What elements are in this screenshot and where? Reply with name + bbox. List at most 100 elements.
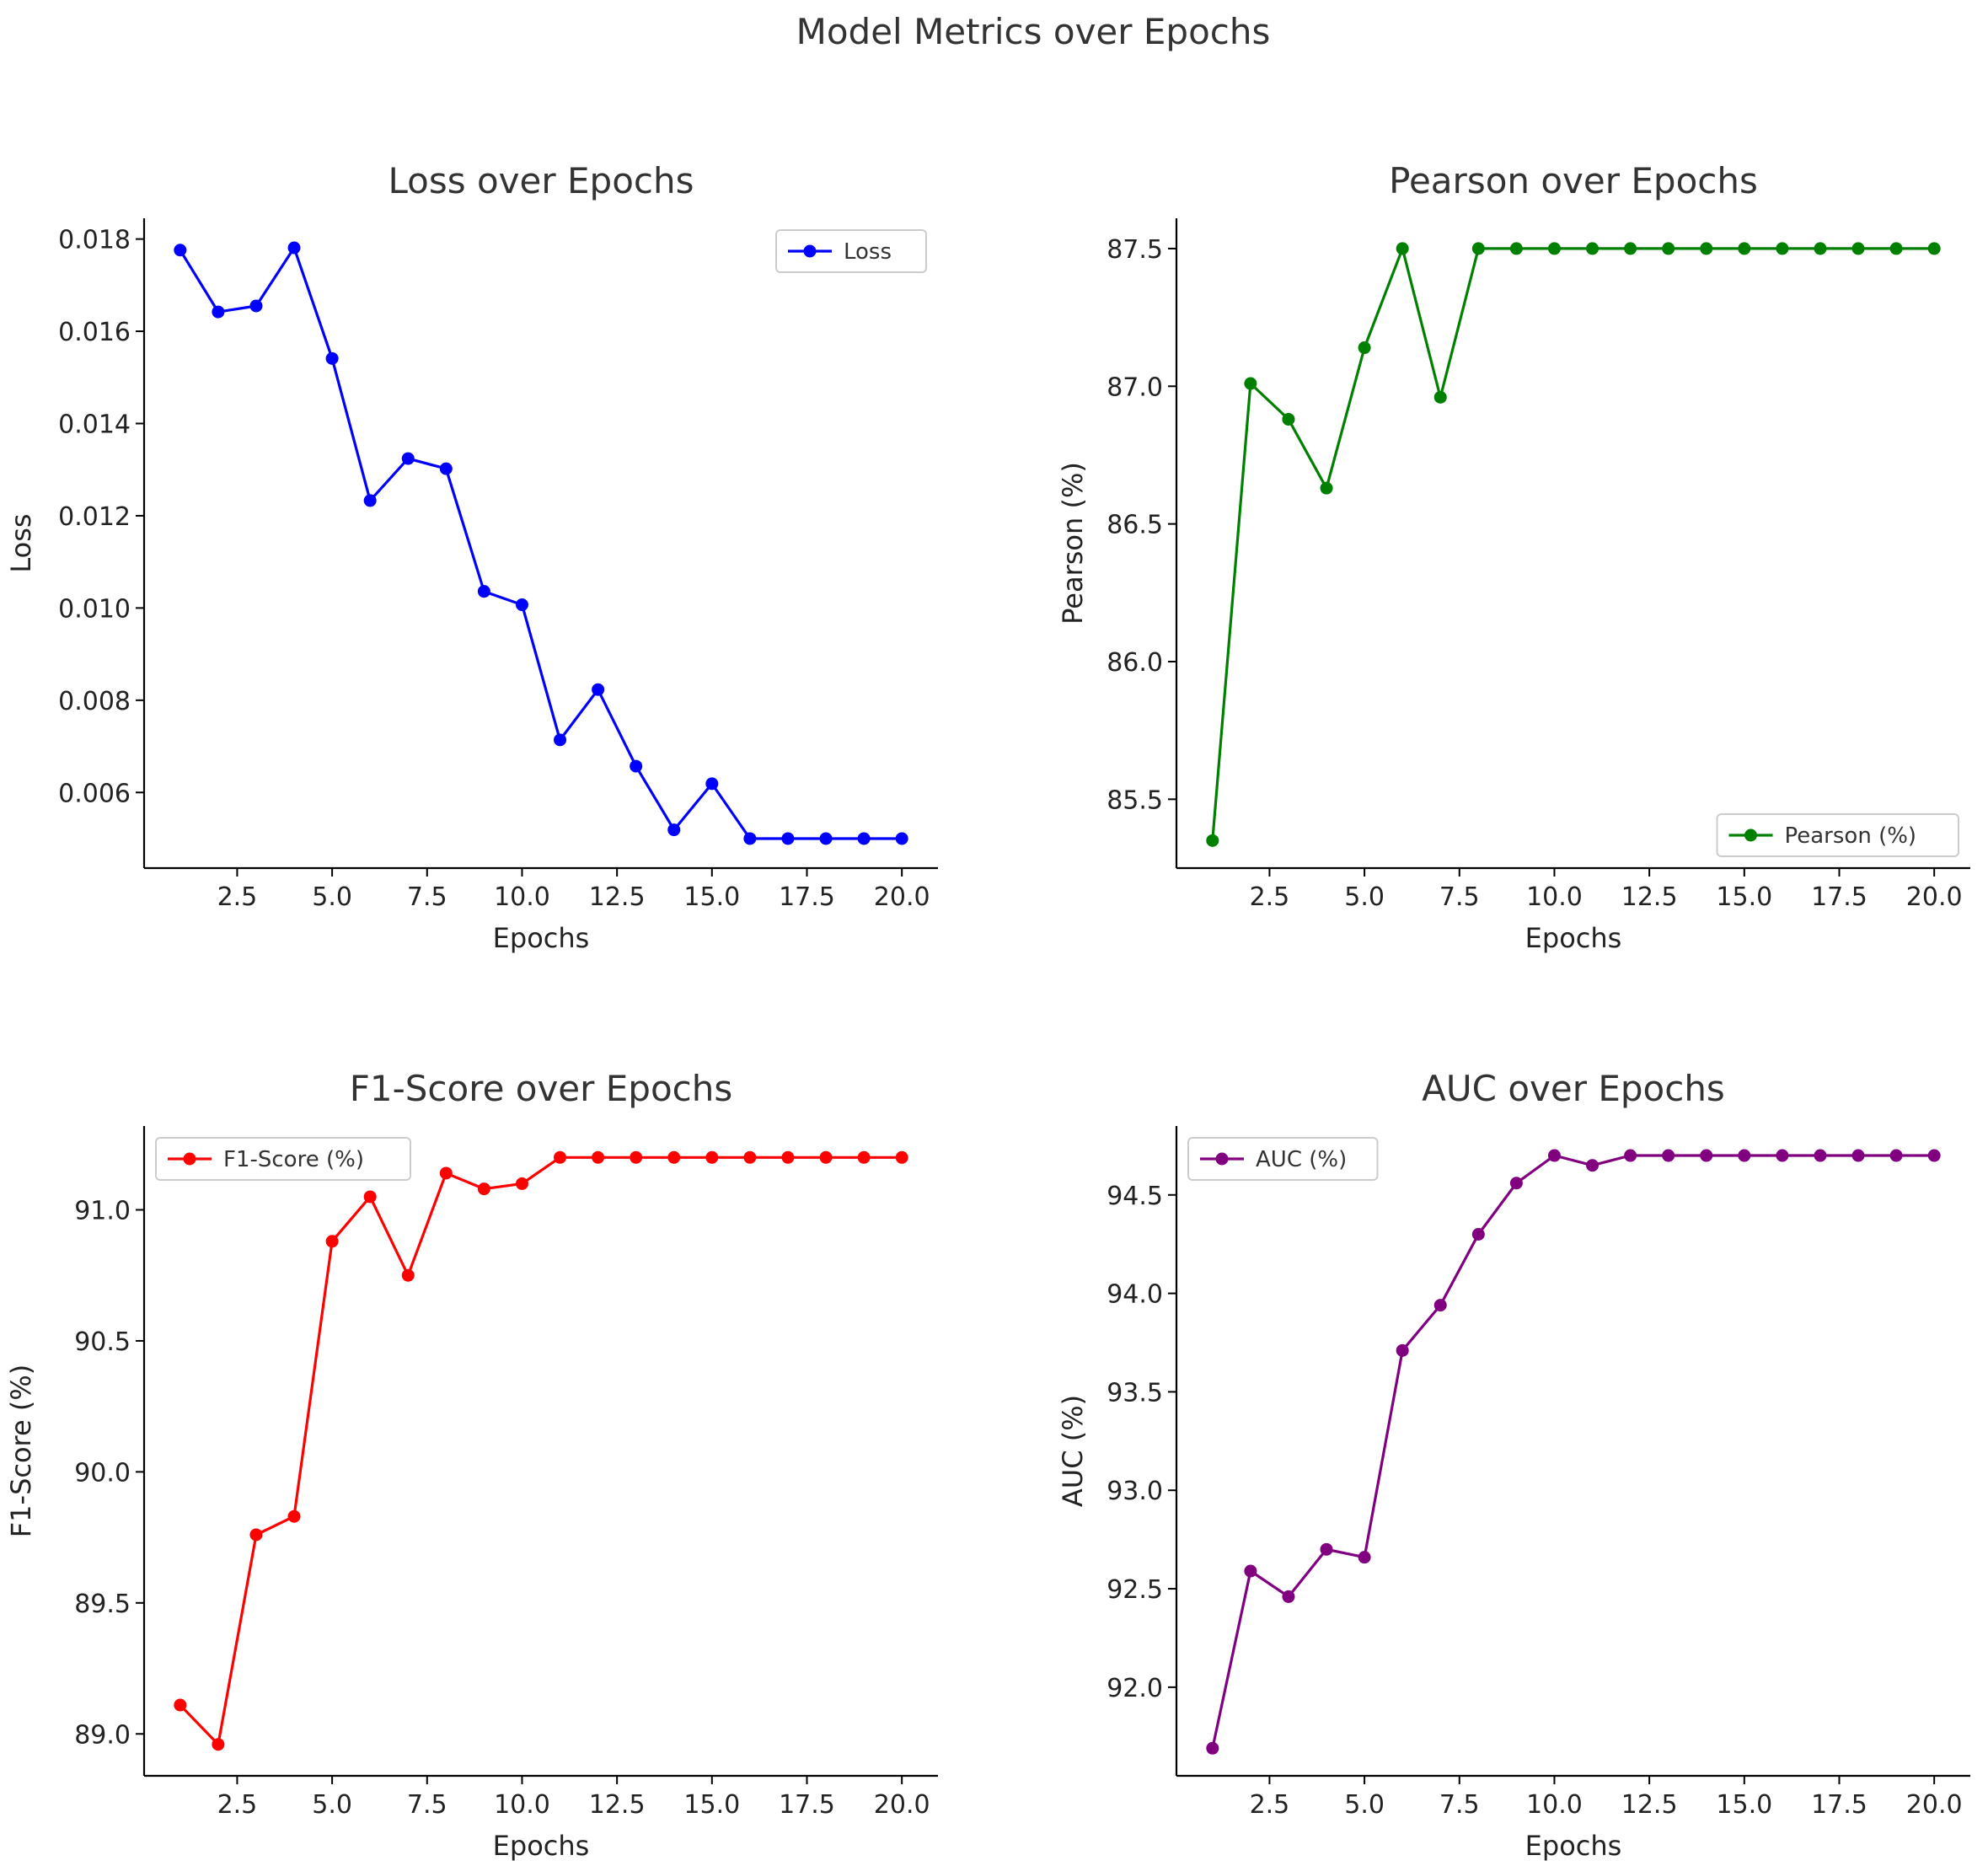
data-point: [401, 1268, 415, 1282]
data-point: [705, 1150, 719, 1164]
y-tick-label: 0.010: [58, 594, 131, 624]
data-point: [630, 759, 643, 773]
data-point: [1358, 1551, 1371, 1564]
x-tick-label: 5.0: [1344, 1790, 1385, 1820]
y-axis-label: Pearson (%): [1057, 462, 1089, 625]
data-point: [743, 832, 757, 845]
series-line: [179, 1156, 903, 1746]
chart-panel-1: Loss over Epochs 2.5 5.0 7.5 10.0 12.5 15.0 17.…: [5, 160, 938, 954]
data-point: [1471, 1228, 1485, 1241]
x-tick-label: 7.5: [407, 882, 447, 912]
y-tick-label: 91.0: [74, 1196, 131, 1225]
data-point: [1509, 1177, 1523, 1190]
data-point: [1889, 242, 1903, 255]
data-point: [287, 241, 301, 255]
data-point: [592, 1150, 605, 1164]
data-point: [630, 1150, 643, 1164]
data-point: [174, 244, 187, 257]
x-tick-label: 17.5: [779, 882, 835, 912]
x-tick-label: 10.0: [494, 1790, 550, 1820]
y-tick-label: 87.0: [1107, 373, 1163, 402]
data-point: [781, 1150, 795, 1164]
data-point: [1396, 242, 1409, 255]
x-tick-label: 2.5: [1250, 1790, 1290, 1820]
chart-panel-4: AUC over Epochs 2.5 5.0 7.5 10.0 12.5 15.0 17.5…: [1057, 1068, 1970, 1862]
x-axis-label: Epochs: [1525, 1830, 1622, 1862]
y-tick-label: 85.5: [1107, 786, 1163, 815]
legend-label: AUC (%): [1256, 1147, 1347, 1172]
x-tick-label: 5.0: [312, 1790, 352, 1820]
data-point: [1700, 242, 1713, 255]
x-tick-label: 15.0: [683, 1790, 740, 1820]
legend: Loss: [775, 229, 927, 273]
series-line: [1211, 247, 1935, 841]
data-point: [1244, 1564, 1257, 1578]
data-point: [895, 832, 908, 845]
data-point: [325, 1235, 339, 1248]
y-tick-label: 0.006: [58, 779, 131, 808]
data-point: [1889, 1149, 1903, 1162]
legend-frame: [1187, 1137, 1379, 1181]
data-point: [1396, 1343, 1409, 1357]
data-point: [857, 1150, 871, 1164]
data-point: [1282, 1590, 1295, 1603]
y-tick-label: 92.0: [1107, 1674, 1163, 1703]
data-point: [819, 832, 833, 845]
legend-label: F1-Score (%): [223, 1147, 364, 1172]
x-tick-label: 7.5: [407, 1790, 447, 1820]
y-tick-label: 86.0: [1107, 648, 1163, 678]
legend-frame: [1716, 813, 1959, 857]
x-axis-label: Epochs: [1525, 922, 1622, 954]
data-point: [249, 1528, 263, 1542]
data-point: [1547, 1149, 1561, 1162]
x-tick-label: 5.0: [1344, 882, 1385, 912]
panel-title: F1-Score over Epochs: [350, 1068, 733, 1109]
legend: F1-Score (%): [155, 1137, 411, 1181]
data-point: [1776, 242, 1789, 255]
data-point: [781, 832, 795, 845]
legend-marker: [1215, 1152, 1229, 1166]
data-point: [515, 1177, 528, 1190]
y-tick-label: 0.008: [58, 687, 131, 716]
data-point: [1244, 377, 1257, 390]
x-tick-label: 5.0: [312, 882, 352, 912]
x-tick-label: 12.5: [1621, 1790, 1678, 1820]
data-point: [1433, 390, 1447, 404]
y-tick-label: 94.0: [1107, 1280, 1163, 1310]
x-tick-label: 15.0: [1716, 882, 1772, 912]
x-axis-label: Epochs: [493, 922, 590, 954]
data-point: [515, 598, 528, 612]
legend-frame: [775, 229, 927, 273]
legend-marker: [803, 244, 817, 258]
x-tick-label: 20.0: [1906, 882, 1963, 912]
data-point: [1624, 1149, 1637, 1162]
y-tick-label: 93.5: [1107, 1378, 1163, 1408]
legend-marker: [183, 1152, 196, 1166]
y-tick-label: 93.0: [1107, 1477, 1163, 1506]
data-point: [743, 1150, 757, 1164]
data-point: [1814, 242, 1827, 255]
data-point: [1471, 242, 1485, 255]
legend: Pearson (%): [1716, 813, 1959, 857]
x-tick-label: 2.5: [217, 1790, 258, 1820]
data-point: [1776, 1149, 1789, 1162]
data-point: [325, 351, 339, 365]
data-point: [1358, 341, 1371, 355]
x-tick-label: 15.0: [683, 882, 740, 912]
data-point: [592, 683, 605, 696]
data-point: [477, 585, 490, 598]
legend-frame: [155, 1137, 411, 1181]
chart-panels: Loss over Epochs 2.5 5.0 7.5 10.0 12.5 15.0 17.…: [5, 160, 1970, 1862]
data-point: [1851, 1149, 1865, 1162]
x-tick-label: 12.5: [589, 1790, 646, 1820]
data-point: [212, 305, 225, 319]
data-point: [1738, 242, 1751, 255]
data-point: [1700, 1149, 1713, 1162]
y-tick-label: 0.014: [58, 410, 131, 440]
y-tick-label: 90.0: [74, 1458, 131, 1488]
x-tick-label: 20.0: [1906, 1790, 1963, 1820]
x-tick-label: 17.5: [1811, 882, 1867, 912]
data-point: [1509, 242, 1523, 255]
data-point: [1927, 242, 1941, 255]
